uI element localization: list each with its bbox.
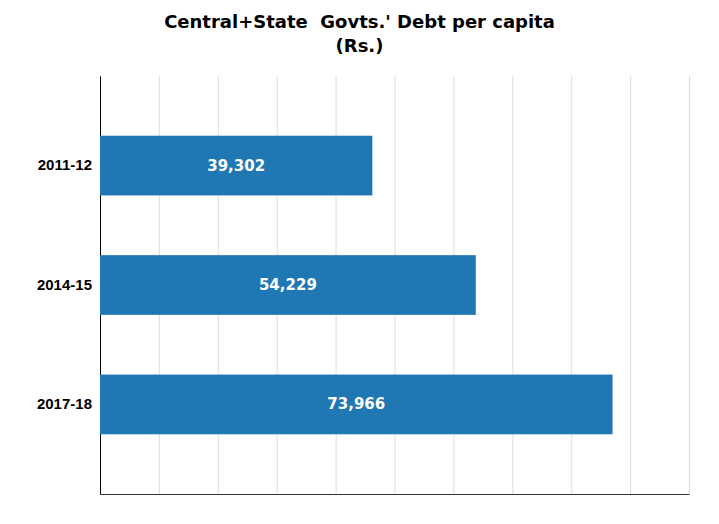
x-axis-line xyxy=(101,494,690,495)
y-tick-label: 2014-15 xyxy=(37,276,92,293)
grid-line xyxy=(689,76,690,494)
y-tick-label: 2011-12 xyxy=(38,156,92,173)
bars xyxy=(100,136,613,435)
y-tick: 2011-12 xyxy=(38,156,100,173)
title: Central+State Govts.' Debt per capita (Rs… xyxy=(164,11,555,56)
title-line: Central+State Govts.' Debt per capita xyxy=(164,11,555,32)
data-label: 39,302 xyxy=(207,157,265,175)
bar xyxy=(100,255,476,315)
y-axis: 2017-18 2014-15 2011-12 xyxy=(37,77,101,495)
bar xyxy=(100,136,372,196)
y-tick-label: 2017-18 xyxy=(37,395,92,412)
data-labels: 73,966 54,229 39,302 xyxy=(207,157,385,414)
y-tick: 2017-18 xyxy=(37,395,100,412)
bar xyxy=(100,375,613,435)
data-label: 73,966 xyxy=(327,395,385,413)
y-tick: 2014-15 xyxy=(37,276,100,293)
grid-line xyxy=(630,76,631,494)
plot: 2017-18 2014-15 2011-12 73,966 54,229 39,302 xyxy=(37,76,690,495)
x-tick xyxy=(630,76,631,494)
chart: Central+State Govts.' Debt per capita (Rs… xyxy=(0,0,719,524)
data-label: 54,229 xyxy=(259,276,317,294)
title-line: (Rs.) xyxy=(336,35,384,56)
x-axis xyxy=(101,76,690,495)
x-tick xyxy=(689,76,690,494)
